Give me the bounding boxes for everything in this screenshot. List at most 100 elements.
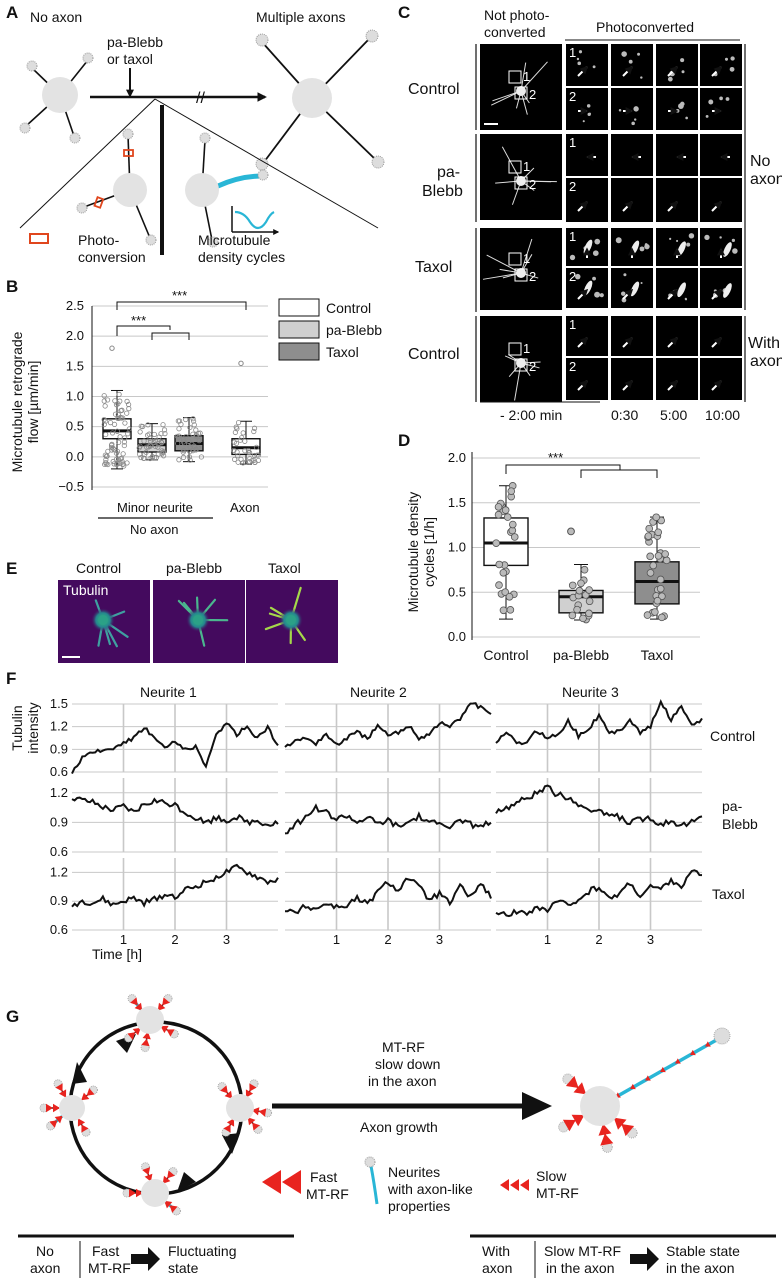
b-point xyxy=(137,451,143,457)
d-ytick: 0.0 xyxy=(448,629,466,644)
c-speckle xyxy=(594,238,601,245)
legend-swatch-control xyxy=(278,298,320,317)
mtrf-chevron-icon xyxy=(675,1058,681,1064)
mtrf-chevron-icon xyxy=(690,1049,696,1056)
c-arrow xyxy=(577,379,589,391)
c-small-image xyxy=(566,358,608,400)
b-ytick: 1.0 xyxy=(66,389,84,404)
c-speckle xyxy=(713,289,717,293)
d-point xyxy=(585,586,593,594)
b-xlabel-minor: Minor neurite xyxy=(117,500,193,515)
g-axon-growth-cone xyxy=(713,1027,731,1045)
d-point xyxy=(499,569,508,577)
f-series-line xyxy=(495,784,703,828)
b-point xyxy=(235,459,241,465)
g-bl-mtrf: MT-RF xyxy=(88,1260,131,1276)
c-speckle xyxy=(719,96,723,101)
c-arrow xyxy=(667,336,679,348)
g-mtrf-2: slow down xyxy=(375,1056,440,1072)
density-cycle-graph-icon xyxy=(231,206,280,235)
c-small-image xyxy=(611,134,653,176)
e-soma xyxy=(193,615,203,625)
b-point xyxy=(126,426,132,432)
f-series-line xyxy=(71,796,279,827)
f-series-line xyxy=(495,869,703,918)
c-roi-label-1: 1 xyxy=(523,69,530,84)
c-speckle xyxy=(732,248,738,254)
f-col-2: Neurite 2 xyxy=(350,684,407,700)
panel-c: C Not photo- converted Photoconverted Co… xyxy=(398,3,782,423)
c-row-control-1: Control xyxy=(408,81,460,98)
mtrf-chevron-icon xyxy=(562,1119,576,1132)
b-point xyxy=(174,433,180,439)
c-arrow xyxy=(711,379,723,391)
c-arrow xyxy=(622,288,634,300)
mtrf-chevron-icon xyxy=(613,1117,627,1130)
mtrf-chevron-icon xyxy=(630,1083,636,1090)
b-point xyxy=(110,458,116,465)
photoconversion-label-2: conversion xyxy=(78,249,146,265)
mtrf-chevron-icon xyxy=(573,1082,587,1095)
e-tubulin-label: Tubulin xyxy=(63,582,108,598)
c-roi-number: 2 xyxy=(569,89,576,104)
b-point xyxy=(113,450,120,456)
c-roi-label-2: 2 xyxy=(529,87,536,102)
f-ytick: 0.9 xyxy=(50,814,68,829)
mtrf-chevron-icon xyxy=(571,1114,585,1127)
b-point xyxy=(115,412,121,418)
d-point xyxy=(579,614,587,623)
mtrf-chevron-icon xyxy=(130,997,138,1006)
b-point xyxy=(159,448,165,454)
c-roi-number: 2 xyxy=(569,269,576,284)
c-roi-label-1: 1 xyxy=(523,159,530,174)
panel-b-letter: B xyxy=(6,277,18,296)
c-arrow xyxy=(577,65,589,77)
c-speckle xyxy=(592,276,596,281)
b-point xyxy=(193,432,199,438)
legend-label-taxol: Taxol xyxy=(326,344,359,360)
d-point xyxy=(585,609,593,618)
c-speckle xyxy=(708,99,714,105)
c-arrow xyxy=(667,288,679,300)
b-point xyxy=(116,391,122,397)
c-speckle xyxy=(704,234,710,241)
c-speckle xyxy=(730,56,735,61)
mtrf-chevron-icon xyxy=(565,1075,579,1088)
b-point xyxy=(152,437,158,444)
b-point xyxy=(141,455,147,461)
g-soma xyxy=(226,1094,254,1122)
zoom-line-left xyxy=(19,98,156,229)
mtrf-chevron-icon xyxy=(169,1205,178,1213)
panel-g-letter: G xyxy=(6,1007,19,1026)
d-point xyxy=(656,575,665,584)
b-point xyxy=(118,455,125,461)
b-point xyxy=(101,398,107,404)
mt-density-label-2: density cycles xyxy=(198,249,285,265)
g-soma-big xyxy=(580,1086,620,1126)
d-point xyxy=(656,585,665,593)
c-roi-box xyxy=(508,160,522,174)
d-point xyxy=(652,513,661,522)
mtrf-chevron-icon xyxy=(598,1123,612,1136)
b-point xyxy=(242,438,248,444)
b-point xyxy=(245,447,252,454)
d-point xyxy=(643,611,652,619)
mtrf-chevron-icon xyxy=(660,1066,666,1073)
b-point xyxy=(190,431,196,437)
b-point xyxy=(242,459,249,465)
b-point xyxy=(190,448,196,454)
b-point xyxy=(126,406,132,412)
c-right-no: No xyxy=(750,153,771,170)
c-roi-number: 2 xyxy=(569,359,576,374)
f-series-line xyxy=(71,863,279,908)
f-xtick: 2 xyxy=(595,932,602,947)
b-point xyxy=(178,421,184,427)
c-small-image xyxy=(700,178,742,222)
g-neurons xyxy=(39,994,731,1216)
b-point xyxy=(118,456,124,462)
d-sig: *** xyxy=(548,450,563,465)
b-point xyxy=(120,461,126,468)
b-point xyxy=(115,456,122,462)
f-series-line xyxy=(285,877,492,915)
mtrf-chevron-icon xyxy=(249,1083,257,1092)
